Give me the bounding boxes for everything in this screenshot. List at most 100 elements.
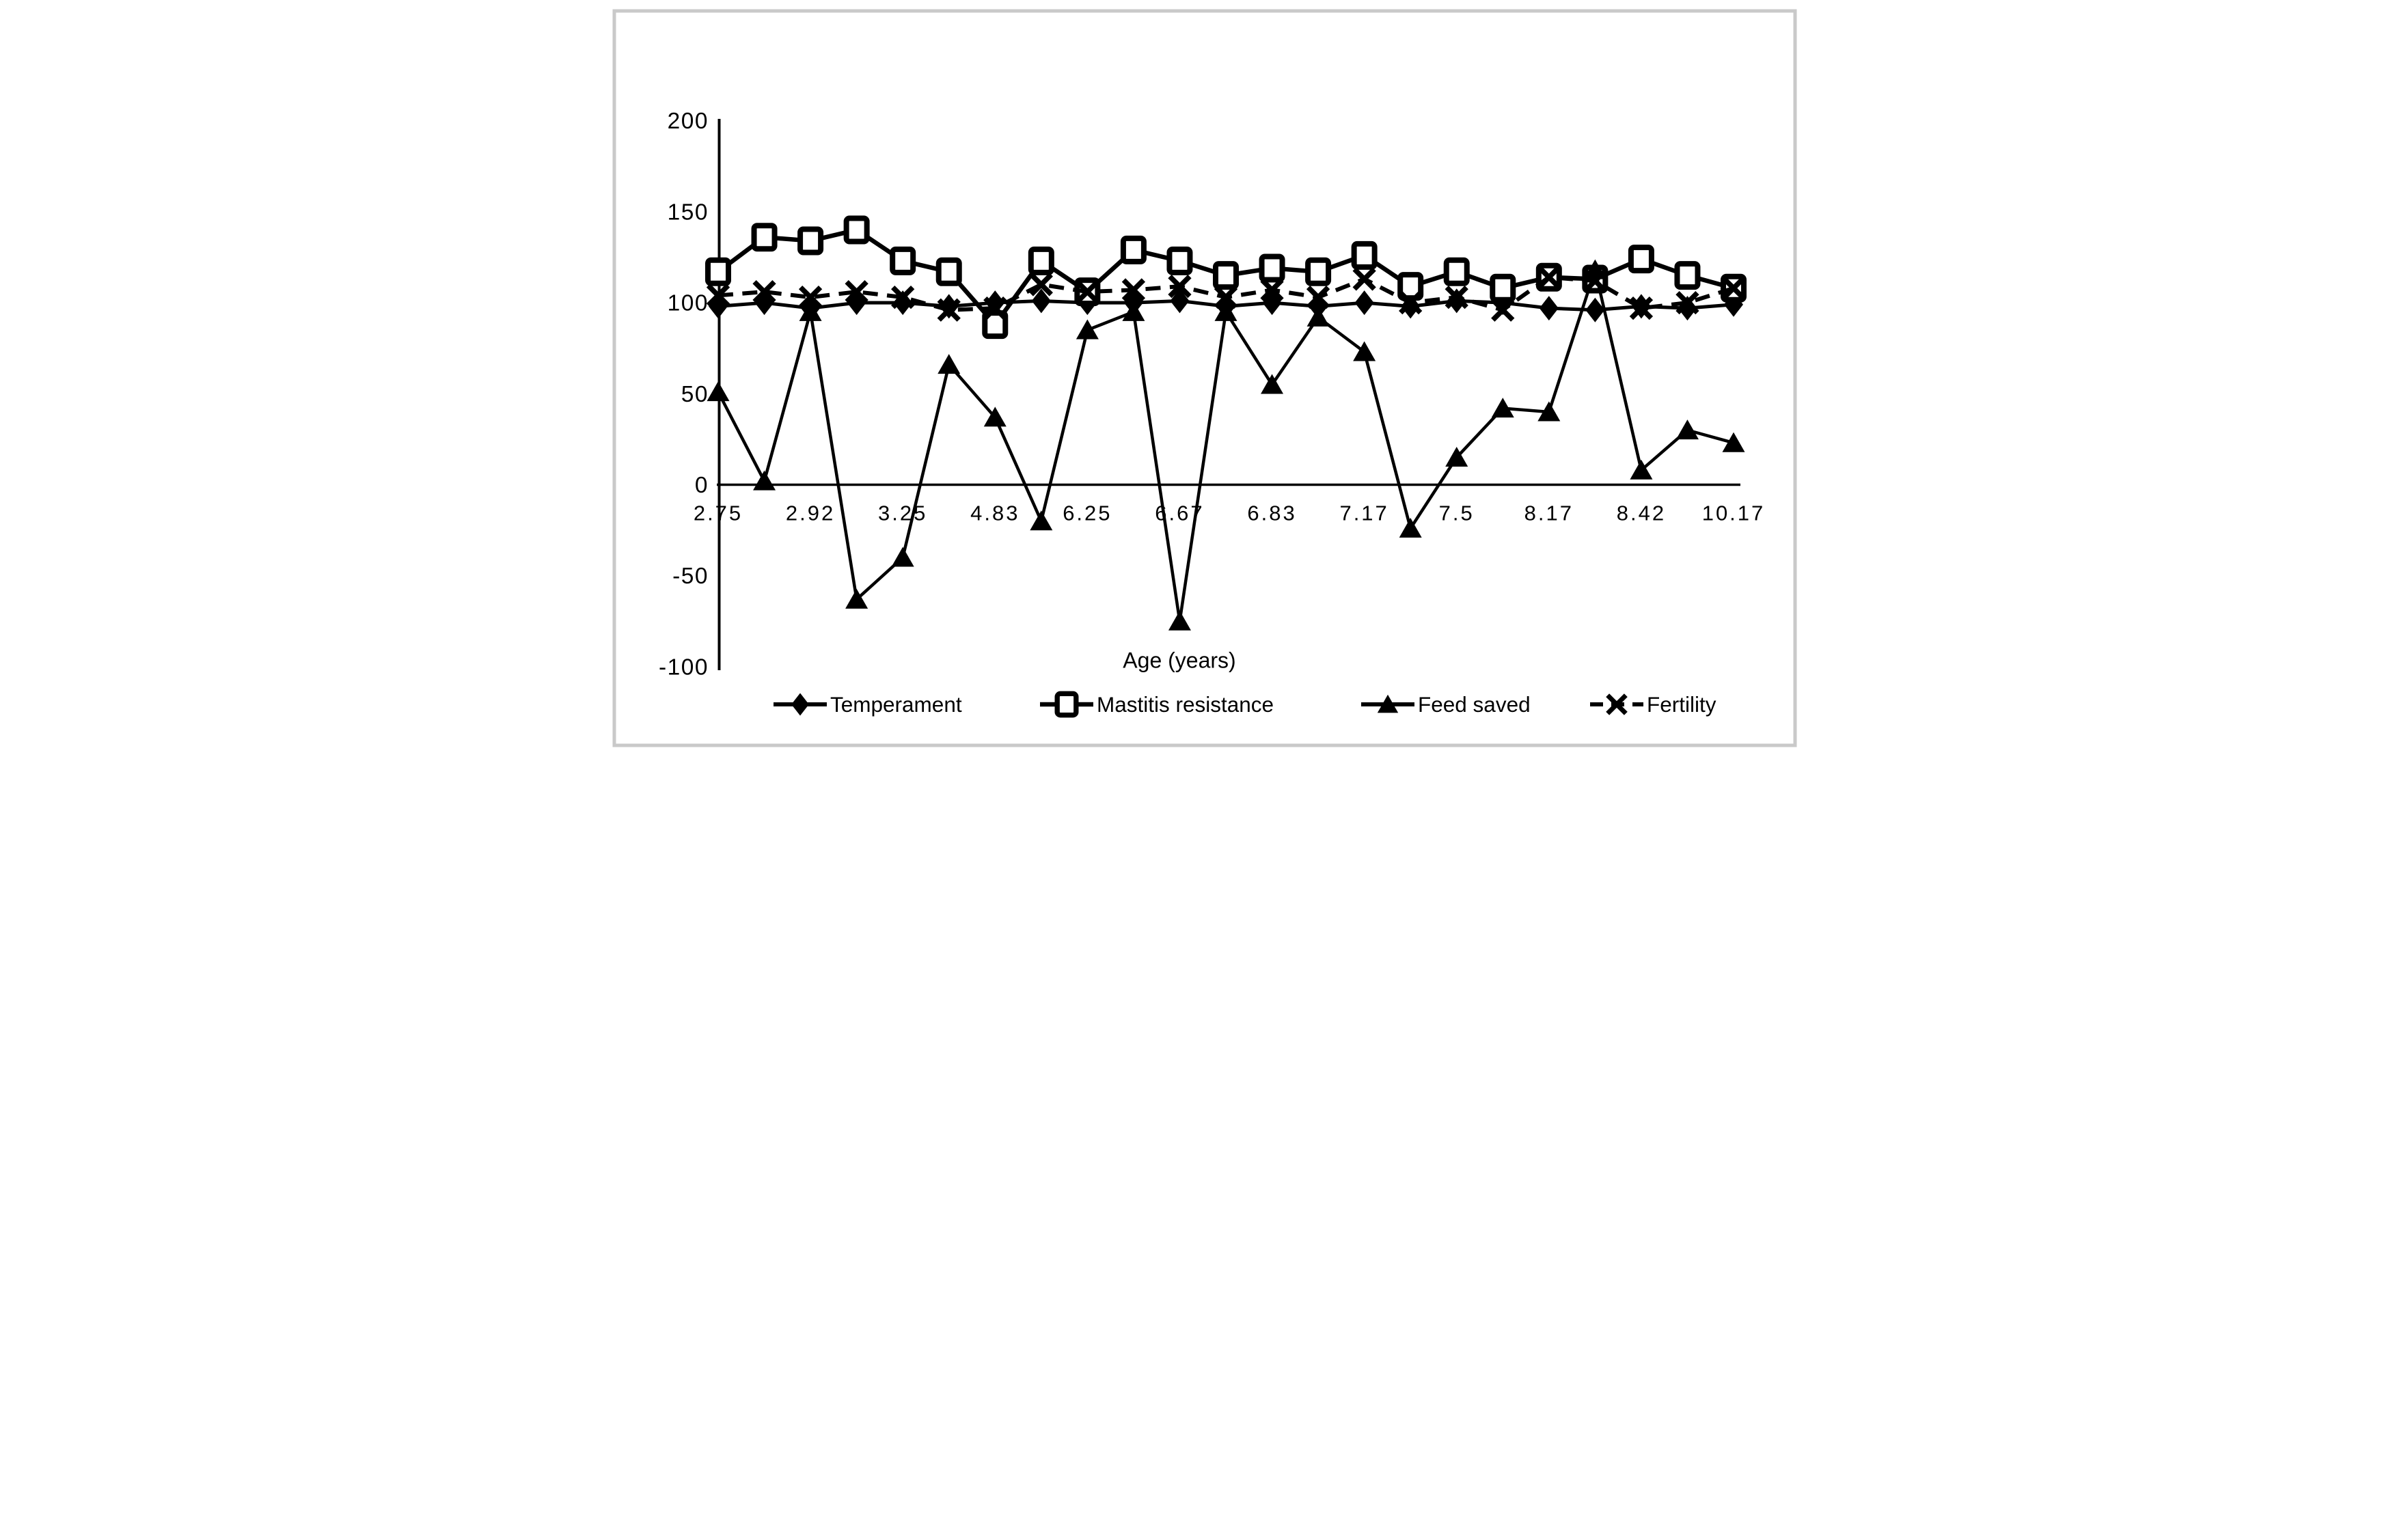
legend-label: Mastitis resistance: [1097, 692, 1274, 717]
x-marker: [1537, 265, 1561, 289]
y-tick-label: 0: [695, 473, 709, 498]
triangle-marker: [1261, 374, 1284, 394]
diamond-marker: [791, 693, 809, 716]
triangle-marker: [707, 381, 730, 402]
square-marker: [1028, 246, 1054, 275]
legend-label: Temperament: [830, 692, 962, 717]
x-marker: [706, 284, 730, 307]
x-marker: [845, 279, 868, 304]
triangle-marker: [799, 301, 822, 321]
triangle-marker: [1168, 610, 1191, 631]
triangle-marker: [1122, 301, 1145, 321]
legend: Temperament Mastitis resistance Feed saved…: [774, 691, 1716, 718]
legend-item-feed-saved: Feed saved: [1361, 692, 1531, 717]
x-marker: [891, 285, 915, 309]
triangle-marker: [1377, 694, 1399, 713]
legend-label: Feed saved: [1418, 692, 1531, 717]
square-marker: [843, 215, 870, 245]
triangle-marker: [938, 354, 961, 374]
x-marker: [1445, 285, 1468, 309]
triangle-marker: [1445, 447, 1468, 467]
x-marker: [937, 298, 961, 322]
x-tick-label: 8.42: [1617, 501, 1666, 525]
triangle-marker: [1030, 510, 1053, 531]
x-tick-label: 6.25: [1063, 501, 1112, 525]
y-tick-label: 50: [681, 382, 709, 407]
y-tick-label: 150: [668, 199, 709, 225]
triangle-marker: [1537, 401, 1561, 422]
square-marker: [1443, 257, 1470, 286]
x-tick-label: 7.17: [1339, 501, 1388, 525]
triangle-marker: [753, 470, 776, 491]
square-marker: [705, 257, 731, 286]
triangle-marker: [1076, 319, 1099, 340]
figure-border: [612, 9, 1797, 747]
x-tick-label: 2.75: [694, 501, 743, 525]
legend-item-temperament: Temperament: [774, 692, 962, 717]
x-tick-label: 4.83: [970, 501, 1020, 525]
triangle-marker: [891, 547, 914, 567]
square-marker: [1490, 273, 1516, 303]
y-tick-label: -100: [659, 654, 709, 680]
legend-item-fertility: Fertility: [1590, 692, 1716, 717]
figure-container: 200 150 100 50 0 -50 -100 2.75 2.92 3.25 4.83 6.25…: [602, 0, 1806, 758]
x-marker: [1214, 285, 1238, 309]
square-marker: [1166, 246, 1193, 275]
triangle-marker: [1722, 432, 1745, 452]
x-marker: [1168, 274, 1192, 299]
triangle-marker: [1630, 459, 1653, 480]
triangle-marker: [1491, 398, 1514, 418]
figure-background: [602, 0, 1806, 758]
square-marker: [1351, 240, 1378, 270]
x-marker: [1583, 268, 1607, 293]
y-tick-label: 100: [668, 291, 709, 316]
x-marker: [983, 296, 1007, 320]
square-marker: [890, 246, 916, 275]
diamond-marker: [1585, 297, 1605, 322]
square-marker: [1259, 253, 1285, 283]
x-axis: 2.75 2.92 3.25 4.83 6.25 6.67 6.83 7.17 7.5 8.17 8…: [694, 483, 1766, 525]
square-marker: [751, 223, 778, 252]
x-marker: [1352, 267, 1376, 291]
x-tick-label: 8.17: [1524, 501, 1574, 525]
triangle-marker: [983, 406, 1007, 427]
x-tick-label: 10.17: [1702, 501, 1766, 525]
x-marker: [1260, 278, 1284, 302]
square-marker: [935, 257, 962, 286]
diamond-marker: [1031, 288, 1051, 314]
x-marker: [1029, 273, 1053, 297]
x-tick-label: 3.25: [878, 501, 927, 525]
x-marker: [1121, 278, 1146, 302]
square-marker: [1120, 235, 1147, 264]
square-marker: [1305, 257, 1332, 286]
x-tick-label: 7.5: [1439, 501, 1475, 525]
x-marker: [798, 285, 823, 309]
square-marker: [982, 310, 1009, 340]
efficiency-line-chart: 200 150 100 50 0 -50 -100 2.75 2.92 3.25 4.83 6.25…: [602, 0, 1806, 758]
triangle-marker: [1675, 419, 1699, 440]
diamond-marker: [1354, 290, 1374, 316]
triangle-marker: [1306, 306, 1330, 327]
y-tick-label: -50: [672, 564, 709, 589]
diamond-marker: [1170, 288, 1190, 314]
y-tick-label: 200: [668, 109, 709, 134]
x-marker: [1491, 298, 1515, 322]
series-fertility: [706, 265, 1746, 322]
x-tick-label: 6.83: [1247, 501, 1296, 525]
square-marker: [1674, 261, 1701, 290]
x-axis-title: Age (years): [1123, 648, 1235, 673]
legend-label: Fertility: [1647, 692, 1716, 717]
square-marker: [1213, 261, 1239, 290]
series-group: [705, 215, 1747, 631]
square-marker: [1397, 272, 1424, 301]
triangle-marker: [1353, 341, 1376, 361]
triangle-marker: [845, 588, 868, 609]
square-marker: [1628, 245, 1654, 274]
diamond-marker: [1539, 296, 1559, 321]
triangle-marker: [1214, 301, 1237, 321]
x-marker: [1399, 290, 1423, 315]
triangle-marker: [1399, 517, 1422, 538]
x-marker: [1606, 693, 1628, 715]
y-axis: 200 150 100 50 0 -50 -100: [659, 109, 721, 680]
square-marker: [1054, 691, 1079, 718]
